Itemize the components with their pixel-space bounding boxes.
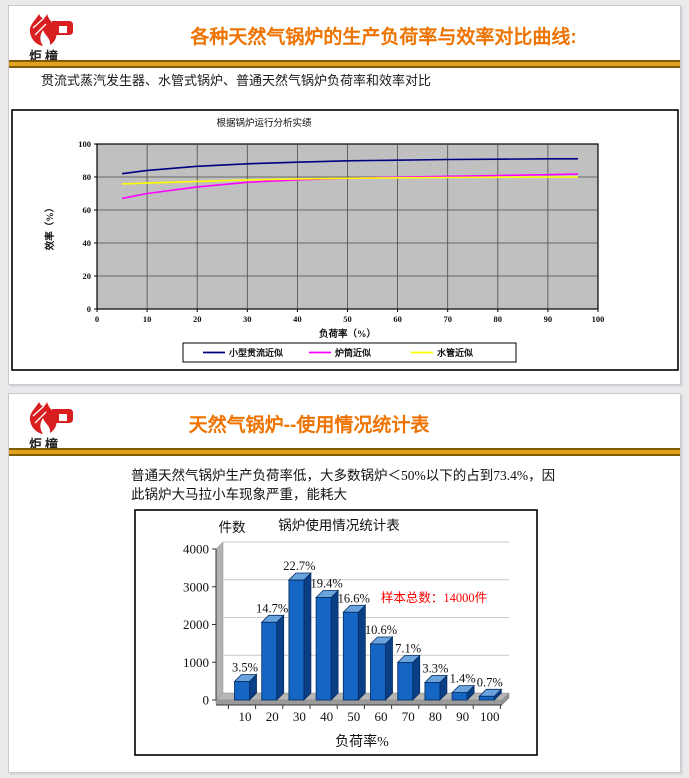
svg-text:7.1%: 7.1% (395, 641, 421, 655)
svg-text:炉筒近似: 炉筒近似 (335, 347, 371, 358)
flame-logo-icon (29, 14, 73, 46)
slide1-title: 各种天然气锅炉的生产负荷率与效率对比曲线: (190, 27, 577, 48)
header-rule (9, 60, 680, 68)
usage-bar-chart: 锅炉使用情况统计表 件数 0 1000 2000 3000 4000 3.5% 10 14.7% 2… (134, 509, 538, 756)
usage-chart-container: 锅炉使用情况统计表 件数 0 1000 2000 3000 4000 3.5% 10 14.7% 2… (134, 509, 538, 761)
svg-text:3.5%: 3.5% (232, 661, 258, 675)
svg-text:50: 50 (347, 709, 360, 724)
svg-text:60: 60 (375, 709, 388, 724)
svg-text:根据锅炉运行分析实绩: 根据锅炉运行分析实绩 (216, 117, 312, 129)
svg-text:80: 80 (494, 314, 503, 324)
svg-text:负荷率（%）: 负荷率（%） (319, 328, 376, 340)
svg-text:60: 60 (83, 205, 92, 215)
svg-text:4000: 4000 (183, 542, 209, 557)
svg-text:0.7%: 0.7% (477, 675, 503, 689)
svg-text:3000: 3000 (183, 579, 209, 594)
svg-text:40: 40 (320, 709, 333, 724)
svg-text:19.4%: 19.4% (310, 576, 342, 590)
svg-text:80: 80 (429, 709, 442, 724)
svg-text:锅炉使用情况统计表: 锅炉使用情况统计表 (278, 517, 400, 533)
svg-text:20: 20 (266, 709, 279, 724)
svg-text:1.4%: 1.4% (450, 672, 476, 686)
svg-text:样本总数：14000件: 样本总数：14000件 (381, 590, 487, 605)
slide1-subtitle: 贯流式蒸汽发生器、水管式锅炉、普通天然气锅炉负荷率和效率对比 (41, 73, 432, 88)
svg-text:30: 30 (293, 709, 306, 724)
svg-text:14.7%: 14.7% (256, 601, 288, 615)
slide2-title: 天然气锅炉--使用情况统计表 (188, 415, 430, 436)
header-rule (9, 448, 680, 456)
svg-text:效率（%）: 效率（%） (44, 203, 56, 251)
svg-text:水管近似: 水管近似 (437, 347, 473, 358)
svg-text:20: 20 (193, 314, 202, 324)
slide-2: 炬橦 天然气锅炉--使用情况统计表 普通天然气锅炉生产负荷率低，大多数锅炉＜50… (8, 393, 681, 773)
svg-text:小型贯流近似: 小型贯流近似 (228, 347, 283, 358)
svg-text:90: 90 (544, 314, 553, 324)
svg-text:2000: 2000 (183, 617, 209, 632)
svg-text:22.7%: 22.7% (283, 559, 315, 573)
slide-1: 炬橦 各种天然气锅炉的生产负荷率与效率对比曲线: 贯流式蒸汽发生器、水管式锅炉、… (8, 5, 681, 385)
svg-text:0: 0 (87, 304, 91, 314)
efficiency-line-chart: 根据锅炉运行分析实绩 0 10 20 30 40 50 60 70 80 90 100 0 20 40 60 8… (11, 109, 679, 371)
svg-text:80: 80 (83, 172, 92, 182)
svg-text:10: 10 (239, 709, 252, 724)
svg-text:40: 40 (83, 238, 92, 248)
svg-text:30: 30 (243, 314, 252, 324)
svg-text:3.3%: 3.3% (422, 662, 448, 676)
svg-text:100: 100 (78, 139, 91, 149)
svg-text:90: 90 (456, 709, 469, 724)
svg-text:0: 0 (95, 314, 99, 324)
svg-text:70: 70 (402, 709, 415, 724)
svg-text:100: 100 (480, 709, 500, 724)
svg-text:10.6%: 10.6% (365, 623, 397, 637)
svg-text:70: 70 (443, 314, 452, 324)
svg-text:负荷率%: 负荷率% (335, 733, 389, 750)
svg-text:10: 10 (143, 314, 152, 324)
svg-text:16.6%: 16.6% (338, 591, 370, 605)
svg-text:20: 20 (83, 271, 92, 281)
intro-paragraph: 普通天然气锅炉生产负荷率低，大多数锅炉＜50%以下的占到73.4%，因此锅炉大马… (131, 468, 556, 502)
svg-text:100: 100 (592, 314, 605, 324)
svg-text:60: 60 (393, 314, 402, 324)
svg-text:50: 50 (343, 314, 352, 324)
svg-text:0: 0 (203, 693, 210, 708)
svg-text:40: 40 (293, 314, 302, 324)
flame-logo-icon (29, 402, 73, 434)
svg-text:件数: 件数 (219, 520, 246, 535)
efficiency-chart-container: 根据锅炉运行分析实绩 0 10 20 30 40 50 60 70 80 90 100 0 20 40 60 8… (11, 109, 679, 376)
svg-text:1000: 1000 (183, 655, 209, 670)
